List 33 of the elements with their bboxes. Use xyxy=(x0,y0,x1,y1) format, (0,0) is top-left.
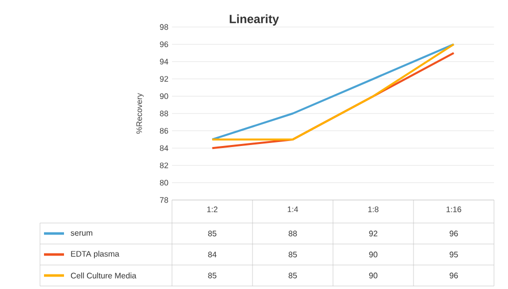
data-label: 85 xyxy=(208,230,216,236)
data-label: 90 xyxy=(369,252,378,258)
y-tick-label: 98 xyxy=(160,24,168,30)
data-label: 88 xyxy=(288,230,297,236)
y-tick-label: 92 xyxy=(160,76,168,82)
y-tick-label: 94 xyxy=(160,58,168,64)
y-tick-label: 84 xyxy=(160,145,168,151)
chart-title: Linearity xyxy=(230,14,279,26)
data-label: 85 xyxy=(288,252,297,258)
y-tick-label: 88 xyxy=(160,110,168,116)
data-label: 90 xyxy=(369,272,378,278)
x-tick-label: 1:8 xyxy=(368,206,378,212)
data-label: 95 xyxy=(450,252,458,258)
data-label: 92 xyxy=(369,230,378,236)
data-label: 96 xyxy=(450,230,458,236)
y-tick-label: 80 xyxy=(160,180,168,186)
legend-label: Cell Culture Media xyxy=(70,272,136,278)
data-label: 96 xyxy=(450,272,458,278)
x-tick-label: 1:4 xyxy=(288,206,298,212)
y-tick-label: 96 xyxy=(160,41,168,48)
data-label: 85 xyxy=(288,272,297,278)
y-tick-label: 86 xyxy=(160,128,168,134)
x-tick-label: 1:16 xyxy=(446,206,462,212)
y-axis-title: %Recovery xyxy=(136,93,144,134)
data-label: 84 xyxy=(208,252,216,258)
y-tick-label: 82 xyxy=(160,162,168,168)
legend-label: serum xyxy=(70,231,92,236)
line-series xyxy=(211,43,455,140)
legend-label: EDTA plasma xyxy=(71,250,120,258)
data-label: 85 xyxy=(208,272,216,278)
y-tick-label: 90 xyxy=(160,93,168,100)
x-tick-label: 1:2 xyxy=(207,206,218,212)
y-tick-label: 78 xyxy=(160,197,168,203)
